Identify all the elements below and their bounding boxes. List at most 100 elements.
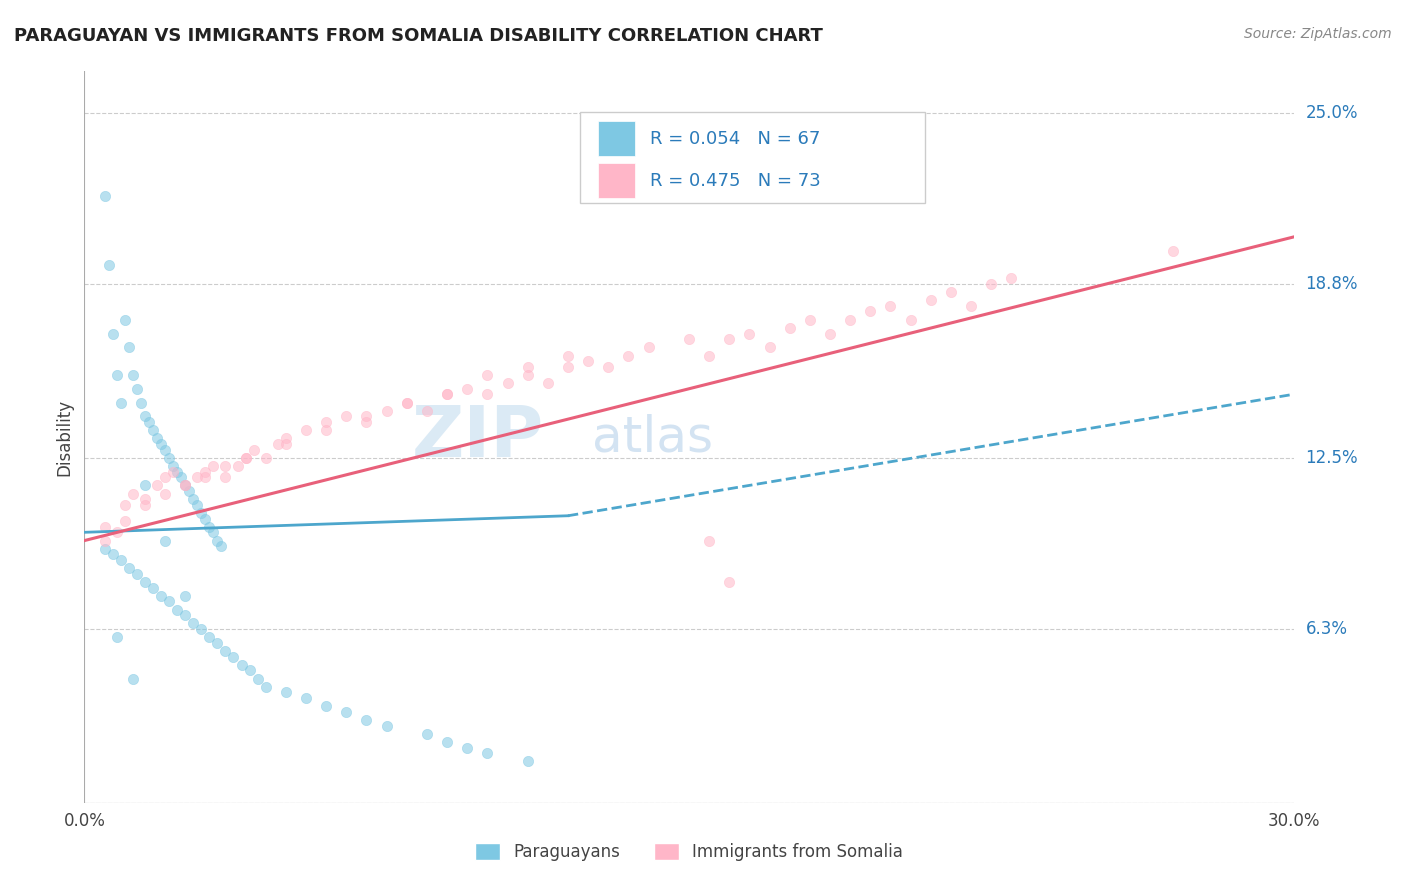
Point: [477, 746, 499, 760]
Point: [129, 395, 152, 409]
Point: [166, 465, 188, 479]
Point: [718, 574, 741, 589]
Point: [174, 608, 197, 623]
Point: [839, 312, 862, 326]
Point: [162, 465, 184, 479]
FancyBboxPatch shape: [581, 112, 925, 203]
Point: [209, 539, 232, 553]
Point: [557, 359, 579, 374]
Legend: Paraguayans, Immigrants from Somalia: Paraguayans, Immigrants from Somalia: [468, 836, 910, 868]
Point: [125, 566, 148, 581]
Point: [186, 470, 208, 484]
Point: [114, 514, 136, 528]
Point: [295, 423, 318, 437]
Text: 30.0%: 30.0%: [1267, 812, 1320, 830]
Point: [226, 458, 249, 473]
Point: [496, 376, 519, 391]
Point: [697, 533, 720, 548]
Point: [118, 340, 141, 354]
Point: [456, 740, 478, 755]
Bar: [599, 121, 634, 156]
Point: [335, 409, 357, 424]
Point: [179, 483, 201, 498]
Point: [375, 404, 398, 418]
Point: [134, 409, 156, 424]
Point: [149, 437, 172, 451]
Point: [939, 285, 962, 300]
Point: [315, 699, 337, 714]
Point: [118, 561, 141, 575]
Point: [105, 630, 128, 644]
Point: [335, 705, 357, 719]
Point: [315, 415, 337, 429]
Point: [157, 594, 180, 608]
Text: 25.0%: 25.0%: [1306, 103, 1358, 122]
Point: [231, 657, 253, 672]
Point: [153, 470, 176, 484]
Point: [153, 486, 176, 500]
Point: [93, 520, 115, 534]
Point: [181, 616, 204, 631]
Point: [105, 525, 128, 540]
Text: 0.0%: 0.0%: [63, 812, 105, 830]
Point: [516, 368, 538, 382]
Point: [697, 349, 720, 363]
Point: [214, 458, 236, 473]
Point: [738, 326, 761, 341]
Point: [254, 450, 277, 465]
Point: [246, 672, 269, 686]
Text: 12.5%: 12.5%: [1306, 449, 1358, 467]
Point: [242, 442, 264, 457]
Point: [516, 359, 538, 374]
Text: PARAGUAYAN VS IMMIGRANTS FROM SOMALIA DISABILITY CORRELATION CHART: PARAGUAYAN VS IMMIGRANTS FROM SOMALIA DI…: [14, 27, 823, 45]
Point: [93, 541, 115, 556]
Point: [576, 354, 599, 368]
Point: [356, 713, 378, 727]
Point: [207, 636, 229, 650]
Point: [315, 423, 337, 437]
Point: [170, 470, 193, 484]
Point: [149, 589, 172, 603]
Point: [436, 387, 458, 401]
Point: [222, 649, 245, 664]
Point: [105, 368, 128, 382]
Point: [93, 188, 115, 202]
Bar: [599, 163, 634, 198]
Point: [477, 387, 499, 401]
Text: atlas: atlas: [592, 413, 713, 461]
Text: 18.8%: 18.8%: [1306, 275, 1358, 293]
Point: [718, 332, 741, 346]
Point: [194, 470, 217, 484]
Point: [134, 492, 156, 507]
Point: [125, 382, 148, 396]
Point: [456, 382, 478, 396]
Point: [157, 450, 180, 465]
Point: [174, 478, 197, 492]
Point: [146, 478, 169, 492]
Point: [375, 718, 398, 732]
Point: [202, 525, 225, 540]
Point: [190, 622, 212, 636]
Point: [356, 409, 378, 424]
Point: [153, 442, 176, 457]
Point: [194, 511, 217, 525]
Point: [416, 404, 439, 418]
Point: [138, 415, 160, 429]
Point: [267, 437, 290, 451]
Point: [818, 326, 841, 341]
Point: [859, 304, 882, 318]
Point: [121, 672, 143, 686]
Point: [356, 415, 378, 429]
Point: [239, 663, 262, 677]
Point: [598, 359, 620, 374]
Text: R = 0.475   N = 73: R = 0.475 N = 73: [650, 172, 821, 190]
Point: [758, 340, 780, 354]
Point: [235, 450, 257, 465]
Point: [980, 277, 1002, 291]
Point: [110, 553, 132, 567]
Y-axis label: Disability: Disability: [55, 399, 73, 475]
Point: [295, 690, 318, 705]
Point: [537, 376, 560, 391]
Point: [97, 258, 120, 272]
Point: [395, 395, 418, 409]
